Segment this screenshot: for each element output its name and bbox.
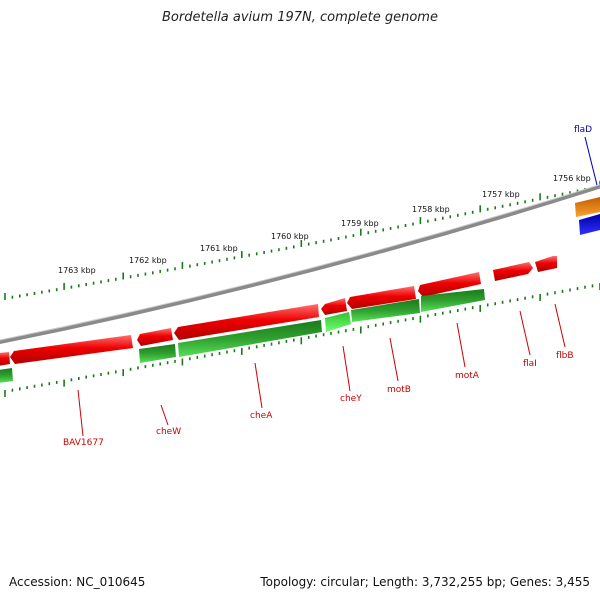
gene-label-cheY: cheY xyxy=(340,394,362,404)
gene-arrow-BAV1677[interactable] xyxy=(10,335,133,364)
gene-label-BAV1677: BAV1677 xyxy=(63,438,104,448)
kbp-label-1762: 1762 kbp xyxy=(129,256,167,265)
kbp-label-1763: 1763 kbp xyxy=(58,266,96,275)
kbp-label-1758: 1758 kbp xyxy=(412,205,450,214)
gene-arrow-motA[interactable] xyxy=(418,272,481,297)
gene-arrow-cheA[interactable] xyxy=(174,304,319,340)
map-title: Bordetella avium 197N, complete genome xyxy=(162,10,438,25)
gene-label-cheA: cheA xyxy=(250,411,273,421)
reverse-genes xyxy=(0,289,485,383)
gene-arrow-flbB[interactable] xyxy=(535,256,557,272)
gene-arrow-green-4[interactable] xyxy=(178,320,322,357)
genome-backbone xyxy=(0,184,600,345)
gene-arrow-flaD[interactable] xyxy=(579,214,600,235)
gene-arrow-green-5[interactable] xyxy=(139,344,176,363)
kbp-label-1759: 1759 kbp xyxy=(341,219,379,228)
genome-backbone-highlight xyxy=(0,184,600,341)
gene-arrow-orange[interactable] xyxy=(575,197,600,217)
genome-summary-text: Topology: circular; Length: 3,732,255 bp… xyxy=(260,575,590,589)
gene-label-motA: motA xyxy=(455,371,480,381)
gene-arrow-motB[interactable] xyxy=(347,286,416,309)
kbp-label-1761: 1761 kbp xyxy=(200,244,238,253)
gene-arrow-green-6[interactable] xyxy=(0,368,13,383)
gene-arrow-cheW[interactable] xyxy=(137,328,173,346)
gene-arrow-green-3[interactable] xyxy=(325,312,351,332)
scale-ticks-top xyxy=(4,181,600,300)
scale-ticks-bottom xyxy=(4,283,600,397)
gene-label-flbB: flbB xyxy=(556,351,574,361)
forward-genes xyxy=(0,256,557,366)
gene-label-flaI: flaI xyxy=(523,359,537,369)
kbp-label-1756: 1756 kbp xyxy=(553,174,591,183)
accession-text: Accession: NC_010645 xyxy=(9,575,146,589)
gene-arrow-flaI[interactable] xyxy=(493,262,533,281)
gene-label-motB: motB xyxy=(387,385,411,395)
gene-arrow-green-2[interactable] xyxy=(351,299,420,322)
gene-label-cheW: cheW xyxy=(156,427,181,437)
gene-arrow-green-1[interactable] xyxy=(421,289,485,312)
gene-arrow-left-edge[interactable] xyxy=(0,352,10,366)
gene-arrow-cheY[interactable] xyxy=(321,298,347,315)
kbp-label-1757: 1757 kbp xyxy=(482,190,520,199)
kbp-label-1760: 1760 kbp xyxy=(271,232,309,241)
gene-label-flaD: flaD xyxy=(574,125,592,135)
label-leader-lines xyxy=(77,136,598,437)
